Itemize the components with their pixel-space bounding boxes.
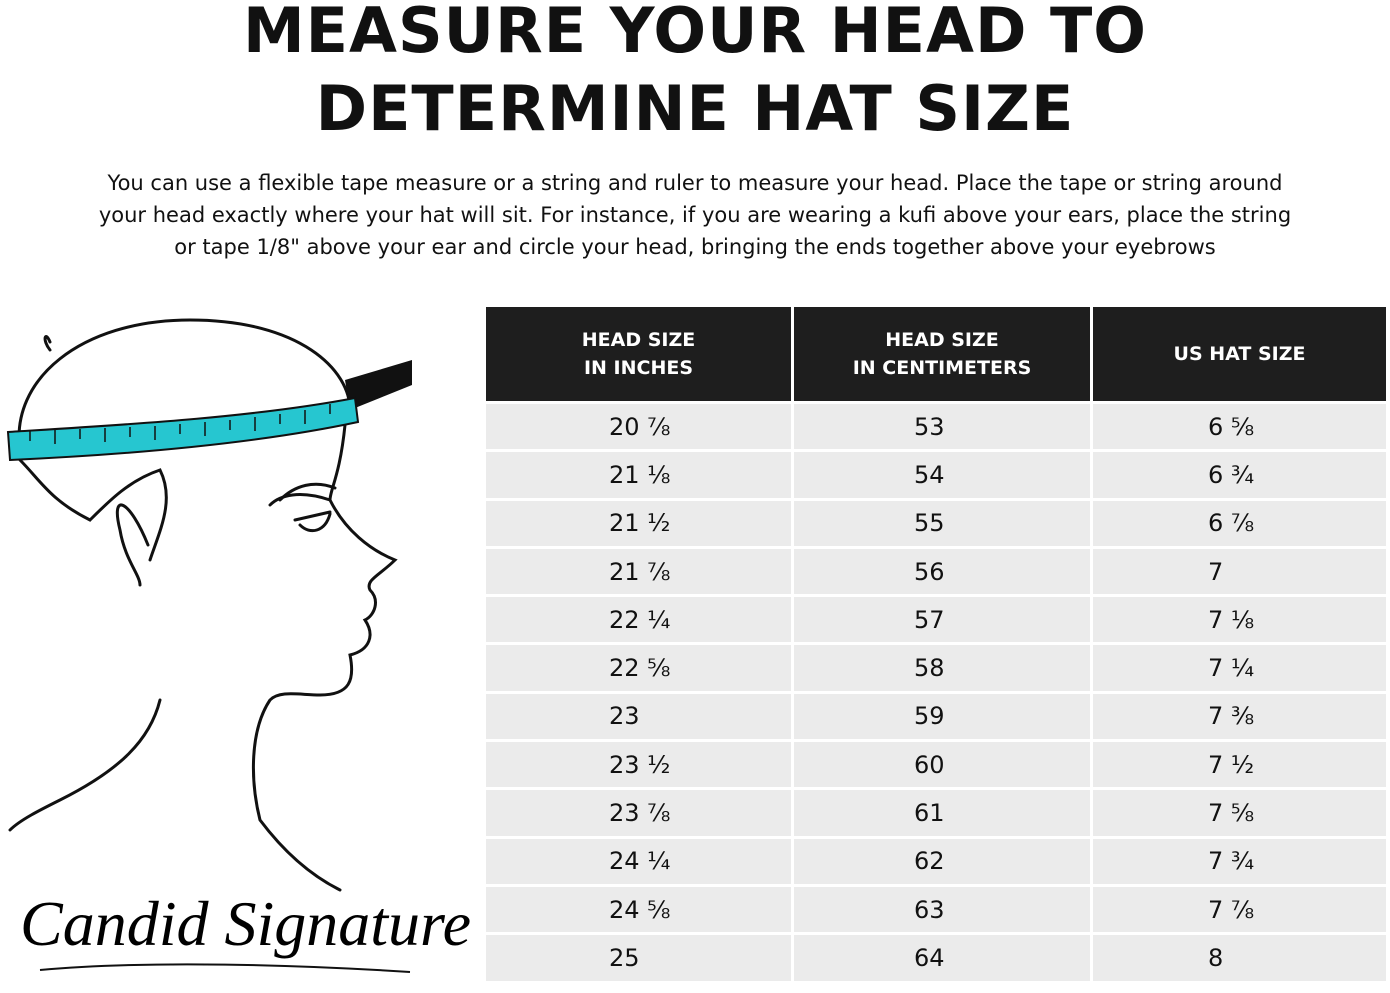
table-cell: 21 ⅞ — [486, 545, 794, 595]
signature-underline — [39, 963, 411, 973]
table-cell: 20 ⅞ — [486, 401, 794, 450]
table-cell: 21 ⅛ — [486, 449, 794, 498]
table-cell: 25 — [486, 932, 794, 981]
table-row: 24 ¼ 62 7 ¾ — [486, 835, 1386, 884]
table-cell: 24 ⅝ — [486, 883, 794, 933]
table-cell: 22 ¼ — [486, 594, 794, 643]
header-text: US HAT SIZE — [1173, 343, 1306, 365]
table-cell: 7 ⅜ — [1093, 690, 1386, 740]
table-cell: 22 ⅝ — [486, 642, 794, 691]
hairline — [18, 458, 168, 562]
head-illustration: Candid Signature — [6, 318, 471, 973]
table-cell: 59 — [794, 690, 1093, 740]
table-cell: 23 ½ — [486, 739, 794, 788]
table-cell: 58 — [794, 642, 1093, 691]
table-cell: 63 — [794, 883, 1093, 933]
table-cell: 60 — [794, 739, 1093, 788]
neck-outline — [8, 698, 162, 832]
tape-ticks — [29, 404, 331, 444]
table-cell: 7 ⅛ — [1093, 594, 1386, 643]
table-cell: 55 — [794, 497, 1093, 546]
description-line: You can use a flexible tape measure or a… — [107, 171, 1283, 195]
header-text: IN CENTIMETERS — [852, 357, 1032, 379]
table-cell: 6 ⅝ — [1093, 401, 1386, 450]
face-outline — [251, 423, 398, 892]
header-cell: HEAD SIZE IN INCHES — [486, 307, 794, 401]
description-line: your head exactly where your hat will si… — [98, 203, 1292, 227]
table-cell: 6 ⅞ — [1093, 497, 1386, 546]
header-text: HEAD SIZE — [885, 329, 999, 351]
tape-band — [6, 396, 360, 462]
table-cell: 7 ½ — [1093, 739, 1386, 788]
table-cell: 61 — [794, 787, 1093, 836]
table-row: 25 64 8 — [486, 932, 1386, 981]
description: You can use a flexible tape measure or a… — [0, 167, 1390, 263]
table-cell: 8 — [1093, 932, 1386, 981]
table-cell: 64 — [794, 932, 1093, 981]
table-row: 21 ⅞ 56 7 — [486, 545, 1386, 595]
table-cell: 7 ¼ — [1093, 642, 1386, 691]
table-cell: 7 — [1093, 545, 1386, 595]
table-row: 21 ⅛ 54 6 ¾ — [486, 449, 1386, 498]
brand-signature: Candid Signature — [20, 888, 471, 959]
table-row: 20 ⅞ 53 6 ⅝ — [486, 401, 1386, 450]
table-cell: 21 ½ — [486, 497, 794, 546]
table-row: 23 ½ 60 7 ½ — [486, 739, 1386, 788]
table-cell: 6 ¾ — [1093, 449, 1386, 498]
table-cell: 54 — [794, 449, 1093, 498]
table-cell: 57 — [794, 594, 1093, 643]
eyebrow — [278, 482, 337, 502]
header-text: HEAD SIZE — [581, 329, 696, 351]
table-cell: 7 ⅞ — [1093, 883, 1386, 933]
table-row: 22 ⅝ 58 7 ¼ — [486, 642, 1386, 691]
description-line: or tape 1/8" above your ear and circle y… — [174, 235, 1216, 259]
head-outline — [17, 318, 352, 452]
table-cell: 23 ⅞ — [486, 787, 794, 836]
header-cell: US HAT SIZE — [1093, 307, 1386, 401]
title-line: MEASURE YOUR HEAD TO — [242, 0, 1148, 67]
table-cell: 56 — [794, 545, 1093, 595]
header-text: IN INCHES — [583, 357, 694, 379]
table-row: 24 ⅝ 63 7 ⅞ — [486, 883, 1386, 933]
tape-strap — [345, 360, 412, 410]
table-row: 22 ¼ 57 7 ⅛ — [486, 594, 1386, 643]
header-row: HEAD SIZE IN INCHES HEAD SIZE IN CENTIMETER… — [486, 307, 1386, 401]
header-cell: HEAD SIZE IN CENTIMETERS — [794, 307, 1093, 401]
hair-tuft — [43, 335, 52, 352]
table-cell: 7 ⅝ — [1093, 787, 1386, 836]
table-cell: 62 — [794, 835, 1093, 884]
table-row: 23 ⅞ 61 7 ⅝ — [486, 787, 1386, 836]
table-row: 23 59 7 ⅜ — [486, 690, 1386, 740]
table-cell: 23 — [486, 690, 794, 740]
size-table: HEAD SIZE IN INCHES HEAD SIZE IN CENTIMETER… — [486, 307, 1386, 981]
table-cell: 7 ¾ — [1093, 835, 1386, 884]
title-line: DETERMINE HAT SIZE — [315, 72, 1075, 145]
table-row: 21 ½ 55 6 ⅞ — [486, 497, 1386, 546]
table-cell: 24 ¼ — [486, 835, 794, 884]
table-cell: 53 — [794, 401, 1093, 450]
ear — [115, 503, 150, 587]
eye — [293, 510, 332, 533]
